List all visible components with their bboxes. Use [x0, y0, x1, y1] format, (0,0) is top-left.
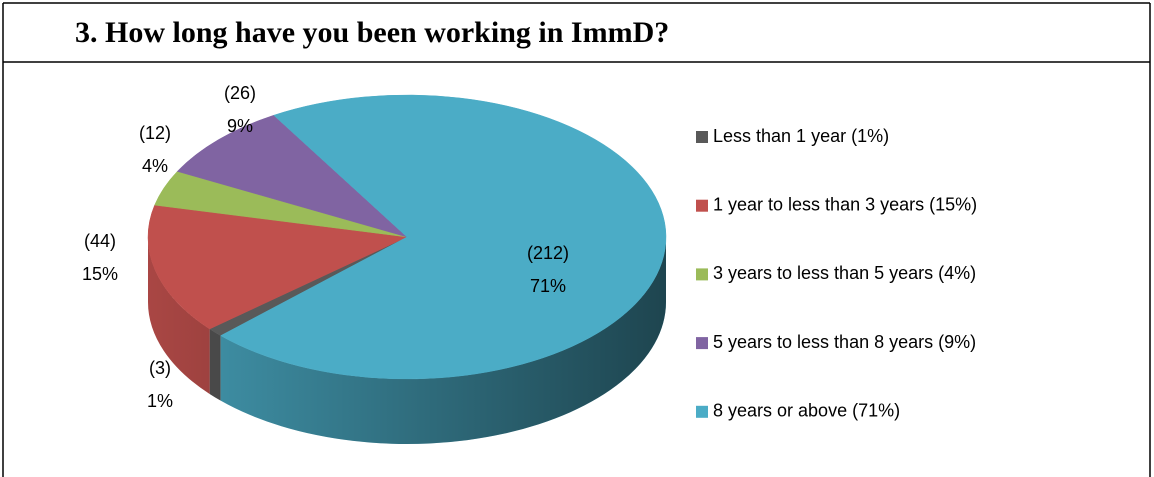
- legend-label: 3 years to less than 5 years (4%): [713, 263, 976, 283]
- data-label-count: (26): [224, 83, 256, 103]
- slice-side-shade: [220, 237, 667, 444]
- pie-sides: [148, 237, 667, 444]
- data-label-count: (212): [527, 243, 569, 263]
- pie-tops: [147, 94, 667, 380]
- data-label-count: (3): [149, 358, 171, 378]
- data-label-percent: 71%: [530, 276, 566, 296]
- legend-label: 5 years to less than 8 years (9%): [713, 332, 976, 352]
- slice: [147, 204, 408, 330]
- legend-label: 1 year to less than 3 years (15%): [713, 194, 977, 214]
- legend-swatch: [696, 268, 708, 281]
- data-label-percent: 9%: [227, 116, 253, 136]
- data-label-percent: 1%: [147, 391, 173, 411]
- data-labels: (3) 1% (44) 15% (12) 4% (26) 9% (212) 71%: [82, 83, 569, 411]
- slice: [176, 114, 408, 238]
- data-label-count: (12): [139, 123, 171, 143]
- slice: [220, 94, 667, 380]
- legend-swatch: [696, 405, 708, 418]
- legend: Less than 1 year (1%) 1 year to less than…: [696, 126, 977, 421]
- data-label-count: (44): [84, 231, 116, 251]
- legend-label: 8 years or above (71%): [713, 401, 900, 421]
- data-label-percent: 15%: [82, 264, 118, 284]
- slice-side-shade: [209, 328, 221, 401]
- data-label-percent: 4%: [142, 156, 168, 176]
- chart-title: 3. How long have you been working in Imm…: [75, 16, 669, 49]
- legend-swatch: [696, 337, 708, 350]
- legend-swatch: [696, 131, 708, 143]
- legend-swatch: [696, 199, 708, 212]
- slice-side-shade: [148, 237, 210, 394]
- legend-label: Less than 1 year (1%): [713, 126, 889, 146]
